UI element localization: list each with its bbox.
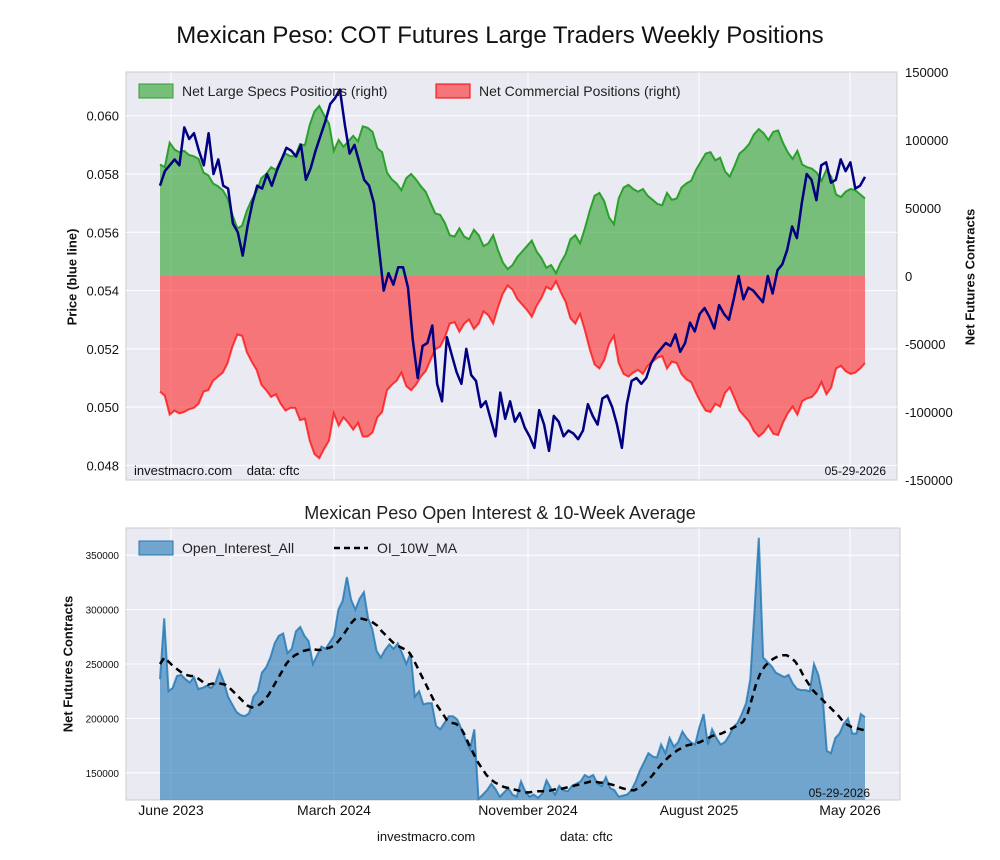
footer-data-source: data: cftc xyxy=(560,829,613,844)
footer-site: investmacro.com xyxy=(377,829,476,844)
open-interest-tick-label: 300000 xyxy=(86,606,120,617)
price-tick-label: 0.050 xyxy=(86,400,119,415)
price-tick-label: 0.048 xyxy=(86,458,119,473)
legend-swatch-specs xyxy=(138,83,174,99)
price-line xyxy=(158,88,867,453)
legend-swatch-commercial xyxy=(435,83,471,99)
legend-label-commercial: Net Commercial Positions (right) xyxy=(479,83,681,99)
chart-title: Mexican Peso: COT Futures Large Traders … xyxy=(176,22,824,49)
legend-label-specs: Net Large Specs Positions (right) xyxy=(182,83,387,99)
net-positions-tick-label: 0 xyxy=(905,269,912,284)
net-positions-tick-labels: -150000 -100000 -50000 0 50000 100000 150000 xyxy=(905,65,953,488)
watermark: investmacro.com data: cftc xyxy=(134,463,300,478)
open-interest-legend: Open_Interest_All OI_10W_MA xyxy=(138,540,458,556)
net-commercial-line xyxy=(159,279,866,460)
price-tick-label: 0.058 xyxy=(86,167,119,182)
net-positions-tick-label: -100000 xyxy=(905,405,953,420)
open-interest-tick-label: 350000 xyxy=(86,551,120,562)
price-tick-label: 0.054 xyxy=(86,284,119,299)
net-commercial-area xyxy=(160,276,865,459)
positions-legend: Net Large Specs Positions (right) Net Co… xyxy=(138,83,681,99)
legend-label-moving-average: OI_10W_MA xyxy=(377,540,458,556)
price-tick-label: 0.052 xyxy=(86,342,119,357)
open-interest-chart: 150000 200000 250000 300000 350000 June 2023… xyxy=(86,527,901,818)
date-tick-label: November 2024 xyxy=(478,802,578,818)
legend-label-open-interest: Open_Interest_All xyxy=(182,540,294,556)
open-interest-tick-label: 250000 xyxy=(86,660,120,671)
open-interest-line xyxy=(159,537,866,802)
price-tick-labels: 0.048 0.050 0.052 0.054 0.056 0.058 0.060 xyxy=(86,109,119,474)
date-tick-label: May 2026 xyxy=(819,802,881,818)
price-tick-label: 0.060 xyxy=(86,109,119,124)
net-positions-tick-label: 50000 xyxy=(905,201,941,216)
net-positions-tick-label: 100000 xyxy=(905,133,948,148)
price-tick-label: 0.056 xyxy=(86,225,119,240)
date-tick-label: March 2024 xyxy=(297,802,371,818)
open-interest-tick-label: 200000 xyxy=(86,714,120,725)
top-date-stamp: 05-29-2026 xyxy=(825,464,887,478)
open-interest-tick-labels: 150000 200000 250000 300000 350000 xyxy=(86,551,120,780)
date-tick-label: June 2023 xyxy=(138,802,204,818)
date-tick-labels: June 2023 March 2024 November 2024 August 2… xyxy=(138,802,881,818)
net-positions-tick-label: 150000 xyxy=(905,65,948,80)
legend-swatch-open-interest xyxy=(138,540,174,556)
net-large-specs-area xyxy=(160,106,865,276)
net-positions-tick-label: -150000 xyxy=(905,473,953,488)
net-positions-tick-label: -50000 xyxy=(905,337,945,352)
open-interest-chart-title: Mexican Peso Open Interest & 10-Week Ave… xyxy=(304,503,696,523)
date-tick-label: August 2025 xyxy=(660,802,739,818)
bottom-date-stamp: 05-29-2026 xyxy=(809,786,871,800)
open-interest-tick-label: 150000 xyxy=(86,769,120,780)
open-interest-area xyxy=(160,537,865,800)
positions-chart: 0.048 0.050 0.052 0.054 0.056 0.058 0.060 -150… xyxy=(86,65,952,488)
